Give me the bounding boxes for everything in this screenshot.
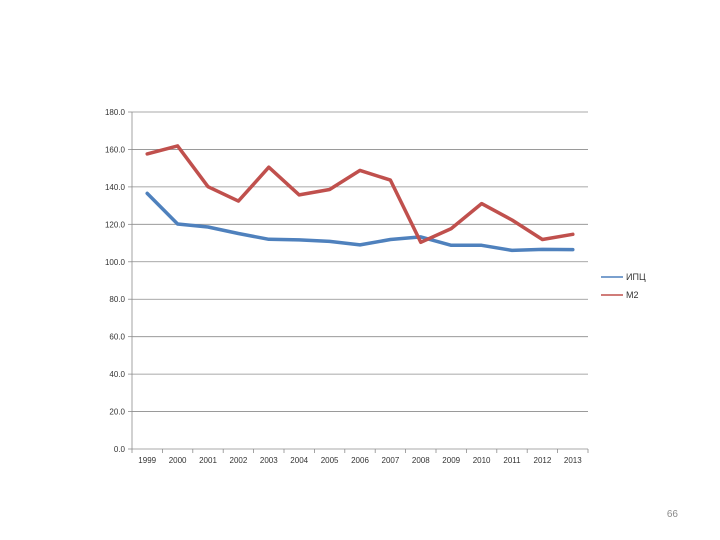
data-point xyxy=(146,192,149,195)
data-point xyxy=(389,238,392,241)
grid-lines xyxy=(132,111,588,412)
y-tick-label: 100.0 xyxy=(105,258,126,267)
x-tick-label: 2005 xyxy=(321,456,339,465)
x-tick-label: 2003 xyxy=(260,456,278,465)
data-point xyxy=(450,244,453,247)
data-point xyxy=(480,244,483,247)
data-point xyxy=(176,144,179,148)
x-tick-label: 2009 xyxy=(442,456,460,465)
data-point xyxy=(480,202,483,205)
data-point xyxy=(328,240,331,243)
data-point xyxy=(328,188,331,191)
y-tick-label: 160.0 xyxy=(105,145,126,154)
data-point xyxy=(541,238,544,241)
x-tick-label: 2002 xyxy=(230,456,248,465)
legend-label: ИПЦ xyxy=(626,272,646,282)
y-tick-label: 60.0 xyxy=(109,333,125,342)
x-axis-tick-labels: 1999 2000 2001 2002 2003 2004 2005 2006 2007 2008… xyxy=(138,456,582,465)
data-point xyxy=(298,193,301,197)
data-point xyxy=(571,233,574,236)
data-point xyxy=(267,166,270,169)
y-tick-label: 40.0 xyxy=(109,370,125,379)
data-point xyxy=(298,238,301,242)
x-tick-label: 2011 xyxy=(503,456,521,465)
x-tick-label: 2008 xyxy=(412,456,430,465)
y-tick-label: 0.0 xyxy=(114,445,126,454)
x-tick-label: 2012 xyxy=(534,456,552,465)
x-tick-label: 2006 xyxy=(351,456,369,465)
data-point xyxy=(176,222,179,226)
data-point xyxy=(267,238,270,241)
chart-series xyxy=(145,144,575,253)
data-point xyxy=(358,243,362,247)
chart-legend: ИПЦ M2 xyxy=(601,272,646,300)
y-tick-label: 80.0 xyxy=(109,295,125,304)
data-point xyxy=(237,199,240,203)
data-point xyxy=(450,227,453,230)
x-tick-label: 2004 xyxy=(290,456,308,465)
data-point xyxy=(510,218,514,222)
data-point xyxy=(146,152,149,156)
data-point xyxy=(389,178,392,182)
data-point xyxy=(571,248,574,251)
x-tick-label: 2010 xyxy=(473,456,491,465)
series-line-1 xyxy=(145,191,575,253)
x-tick-label: 1999 xyxy=(138,456,156,465)
y-tick-label: 120.0 xyxy=(105,220,126,229)
data-point xyxy=(206,225,210,229)
legend-label: M2 xyxy=(626,290,639,300)
x-tick-label: 2001 xyxy=(199,456,217,465)
y-tick-label: 180.0 xyxy=(105,108,126,117)
data-point xyxy=(419,241,422,244)
x-tick-label: 2013 xyxy=(564,456,582,465)
data-point xyxy=(358,169,362,172)
data-point xyxy=(510,249,514,252)
data-point xyxy=(541,248,544,251)
y-tick-label: 140.0 xyxy=(105,183,126,192)
x-tick-label: 2000 xyxy=(169,456,187,465)
data-point xyxy=(237,232,240,235)
y-tick-label: 20.0 xyxy=(109,408,125,417)
chart-axes xyxy=(128,111,589,453)
x-tick-label: 2007 xyxy=(382,456,400,465)
page-number: 66 xyxy=(666,509,678,520)
data-point xyxy=(206,185,210,188)
y-axis-tick-labels: 0.0 20.0 40.0 60.0 80.0 100.0 120.0 140.0 160.0 1… xyxy=(105,108,126,454)
